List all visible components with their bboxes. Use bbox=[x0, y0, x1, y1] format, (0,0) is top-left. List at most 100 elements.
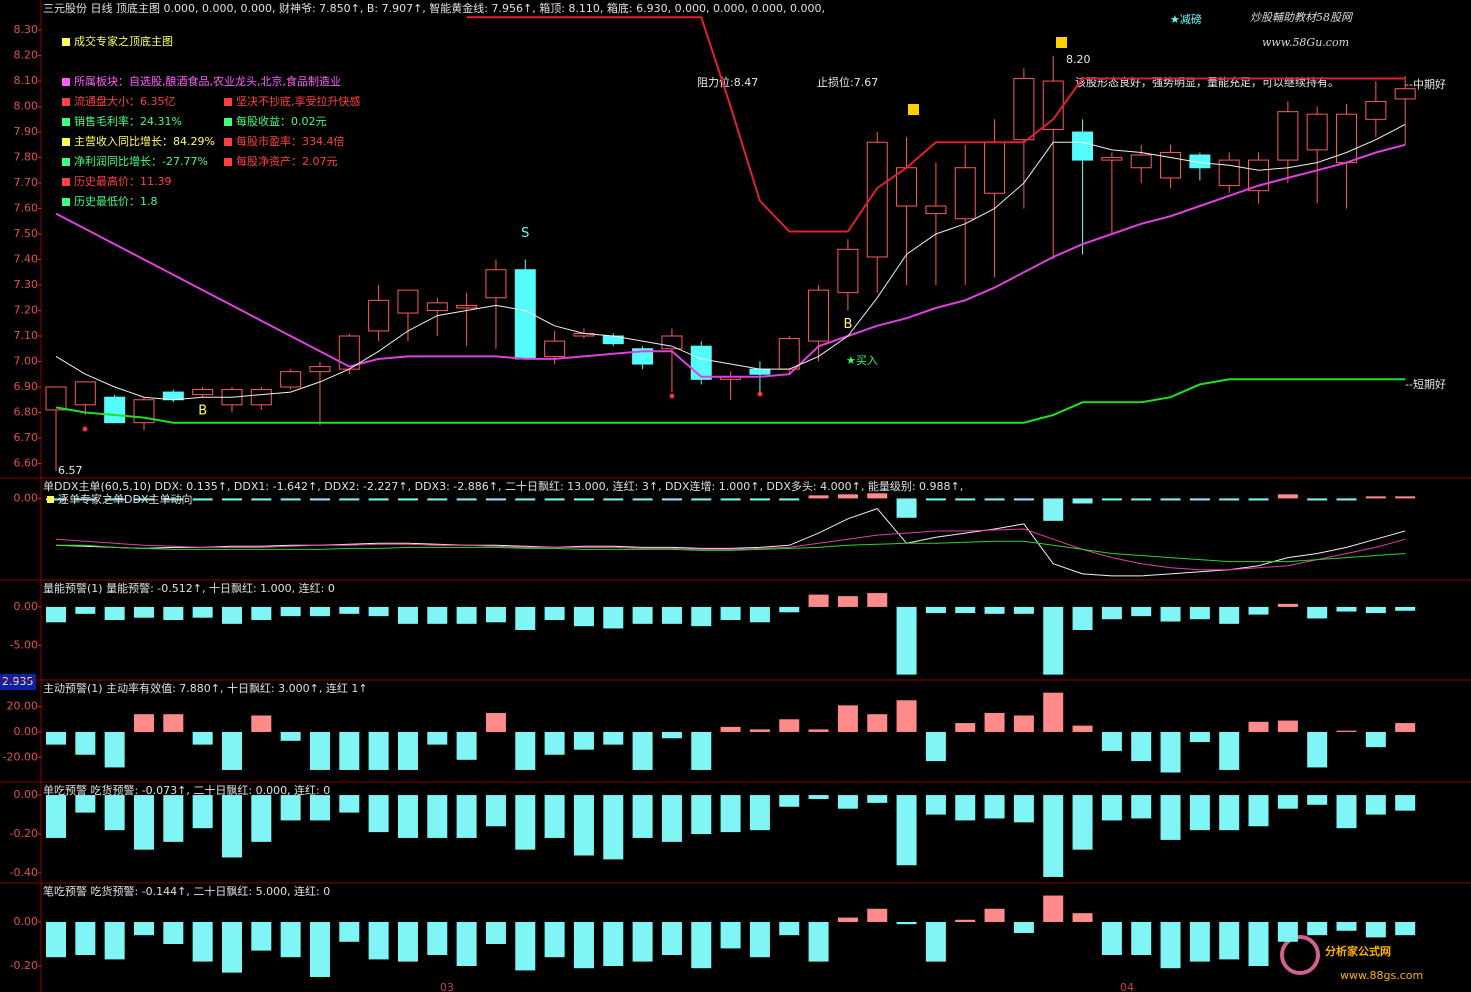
bar bbox=[1395, 921, 1416, 936]
bar bbox=[1395, 723, 1416, 732]
bar bbox=[46, 921, 66, 958]
candle-body bbox=[1218, 159, 1240, 187]
bar bbox=[339, 731, 360, 770]
bar bbox=[1189, 498, 1210, 501]
bar bbox=[1248, 795, 1269, 827]
info-bullet bbox=[224, 98, 232, 106]
candle-body bbox=[954, 167, 976, 220]
date-label: 03 bbox=[440, 981, 454, 992]
info-text: 每股净资产：2.07元 bbox=[236, 154, 338, 168]
candle-body bbox=[280, 371, 302, 388]
bar bbox=[192, 921, 213, 962]
candle-body bbox=[749, 368, 771, 375]
bar bbox=[104, 795, 125, 831]
bar bbox=[808, 921, 829, 962]
bar bbox=[925, 498, 946, 501]
bar bbox=[309, 498, 330, 501]
bar bbox=[1072, 725, 1093, 732]
bar bbox=[397, 921, 418, 962]
bar bbox=[1248, 498, 1269, 501]
info-bullet bbox=[62, 118, 70, 126]
bar bbox=[456, 795, 477, 838]
bar bbox=[104, 606, 125, 620]
bar bbox=[837, 705, 858, 732]
y-tick-label: 8.20 bbox=[14, 49, 39, 62]
marker-dot bbox=[669, 393, 675, 399]
bar bbox=[309, 731, 330, 770]
bar bbox=[1189, 921, 1210, 962]
candle-body bbox=[368, 299, 390, 332]
bar bbox=[192, 731, 213, 745]
bar bbox=[573, 921, 594, 969]
y-tick-label: 0.00 bbox=[14, 725, 39, 738]
bar bbox=[46, 606, 66, 623]
info-bullet bbox=[62, 138, 70, 146]
bar bbox=[1013, 921, 1034, 933]
bar bbox=[720, 606, 741, 620]
alert-icon bbox=[908, 104, 919, 115]
signal-label: S bbox=[521, 226, 529, 241]
date-label: 04 bbox=[1120, 981, 1134, 992]
candle-body bbox=[1394, 88, 1416, 100]
bar bbox=[749, 498, 770, 501]
candle-body bbox=[837, 248, 859, 294]
candle-body bbox=[485, 269, 507, 299]
bar bbox=[221, 795, 242, 858]
bar bbox=[192, 606, 213, 618]
bar bbox=[867, 493, 888, 499]
bar bbox=[632, 731, 653, 770]
bar bbox=[1101, 921, 1122, 956]
bar bbox=[955, 919, 976, 922]
bar bbox=[1365, 496, 1386, 499]
bar bbox=[427, 731, 448, 745]
bar bbox=[133, 714, 154, 732]
bar bbox=[368, 606, 389, 617]
info-text: 主营收入同比增长：84.29% bbox=[74, 134, 215, 148]
bar bbox=[1160, 498, 1181, 501]
bar bbox=[1101, 795, 1122, 821]
bar bbox=[632, 795, 653, 838]
info-text: 成交专家之顶底主图 bbox=[74, 34, 173, 48]
bar bbox=[1365, 731, 1386, 748]
bar bbox=[368, 921, 389, 960]
bar bbox=[1277, 494, 1298, 499]
y-tick-label: -0.20 bbox=[10, 959, 38, 972]
bar bbox=[1219, 498, 1240, 501]
bar bbox=[221, 498, 242, 501]
bar bbox=[837, 917, 858, 922]
bar bbox=[544, 498, 565, 501]
candle-body bbox=[661, 335, 683, 350]
candle-body bbox=[1189, 154, 1211, 169]
bar bbox=[603, 498, 624, 501]
bar bbox=[691, 498, 712, 501]
bar bbox=[75, 921, 96, 956]
info-bullet bbox=[62, 38, 70, 46]
info-bullet bbox=[224, 158, 232, 166]
y-tick-label: 8.00 bbox=[14, 100, 39, 113]
info-bullet bbox=[62, 178, 70, 186]
bar bbox=[691, 731, 712, 770]
bar bbox=[46, 731, 66, 745]
candle-body bbox=[45, 386, 67, 411]
bar bbox=[1072, 606, 1093, 630]
candle-body bbox=[104, 396, 126, 424]
bar bbox=[104, 498, 125, 501]
bar bbox=[427, 795, 448, 838]
candle-body bbox=[1365, 100, 1387, 120]
y-tick-label: 7.10 bbox=[14, 329, 39, 342]
low-label: 6.57 bbox=[58, 464, 83, 477]
candle-body bbox=[250, 389, 272, 406]
bar bbox=[749, 921, 770, 958]
bar bbox=[896, 498, 917, 518]
info-bullet bbox=[224, 118, 232, 126]
bar bbox=[1101, 498, 1122, 501]
bar bbox=[925, 795, 946, 815]
bar bbox=[133, 795, 154, 850]
y-tick-label: 0.00 bbox=[14, 915, 39, 928]
bar bbox=[661, 606, 682, 624]
bar bbox=[1277, 720, 1298, 732]
y-tick-label: 0.00 bbox=[14, 788, 39, 801]
candle-body bbox=[778, 338, 800, 370]
bar bbox=[1072, 795, 1093, 850]
